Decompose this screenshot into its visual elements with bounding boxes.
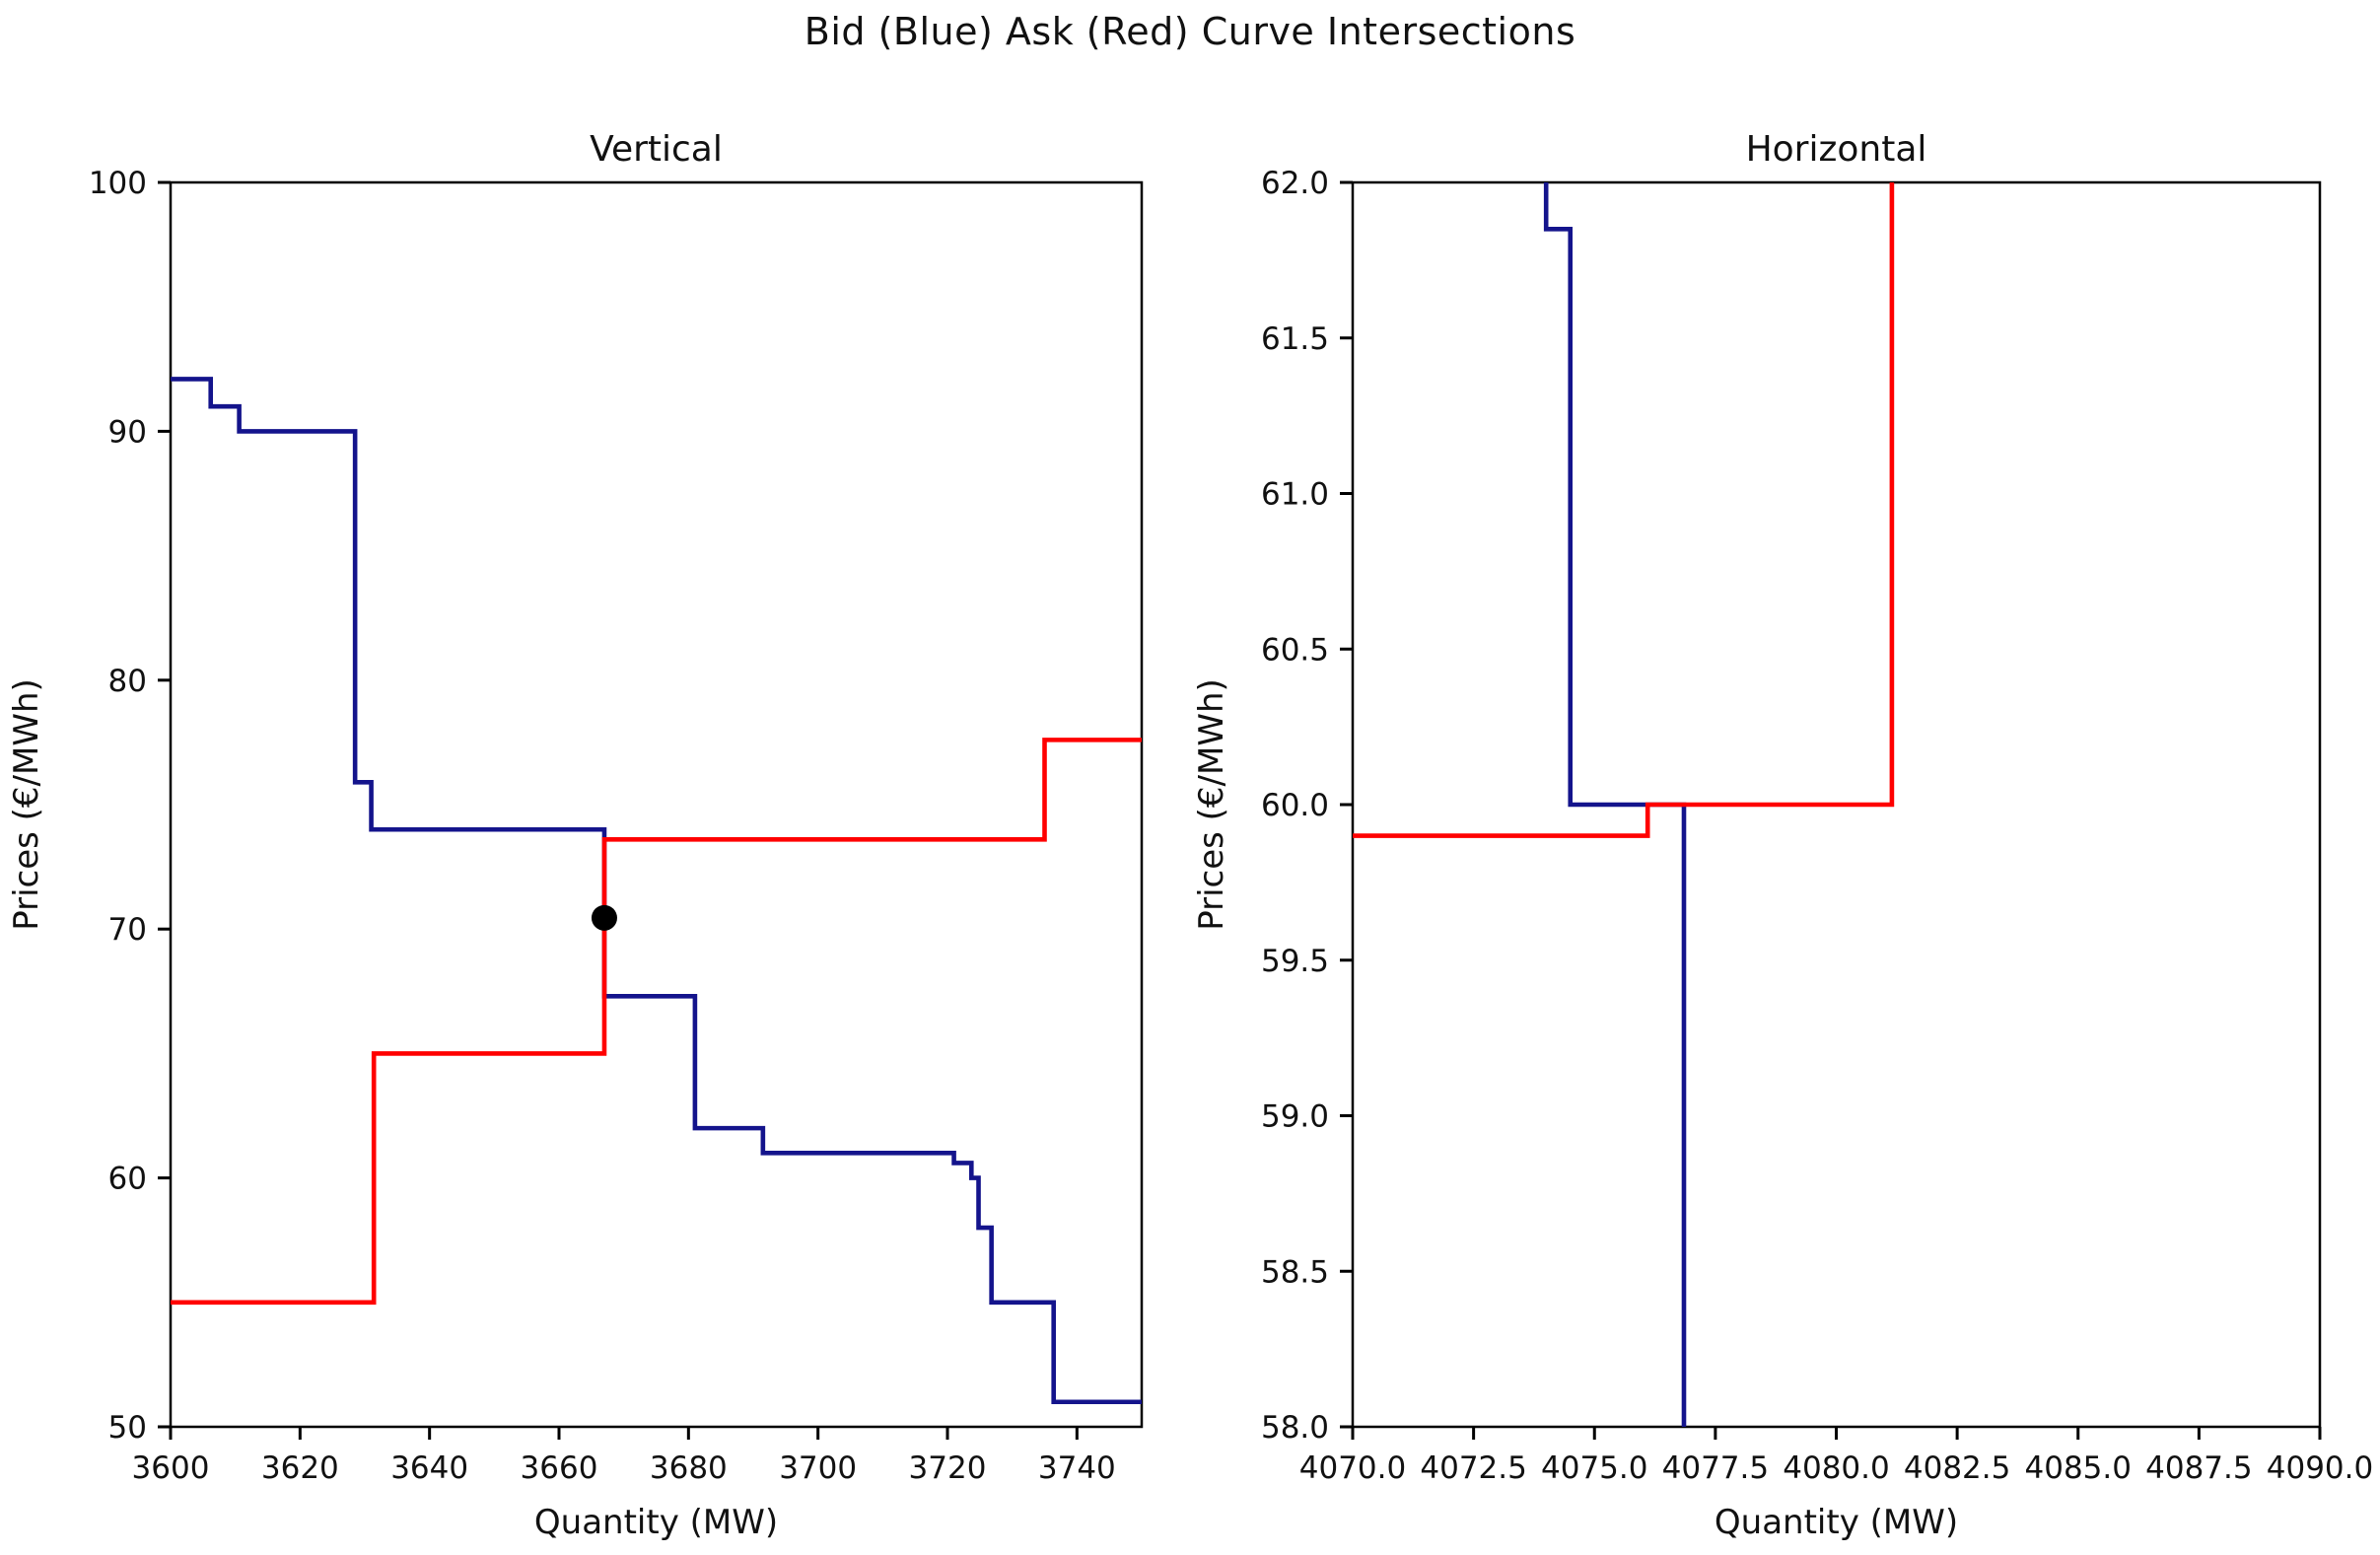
- x-tick-label: 3620: [261, 1450, 339, 1486]
- y-tick-label: 100: [89, 166, 147, 201]
- y-tick-label: 90: [108, 414, 147, 450]
- subplot-title: Vertical: [590, 129, 723, 170]
- figure-suptitle: Bid (Blue) Ask (Red) Curve Intersections: [804, 10, 1576, 53]
- x-tick-label: 4082.5: [1904, 1450, 2010, 1486]
- subplot-title: Horizontal: [1746, 129, 1927, 170]
- x-tick-label: 4087.5: [2145, 1450, 2252, 1486]
- bid-curve: [171, 377, 1142, 1405]
- y-tick-label: 60: [108, 1162, 147, 1197]
- x-axis-label: Quantity (MW): [534, 1503, 778, 1542]
- y-tick-label: 59.5: [1261, 944, 1329, 979]
- x-tick-label: 4070.0: [1299, 1450, 1406, 1486]
- axes-spines: [169, 180, 1144, 1429]
- ask-curve: [1353, 182, 1895, 838]
- x-tick-label: 4085.0: [2025, 1450, 2132, 1486]
- y-tick-label: 70: [108, 912, 147, 948]
- x-tick-label: 4077.5: [1662, 1450, 1769, 1486]
- x-tick-label: 4072.5: [1420, 1450, 1526, 1486]
- x-tick-label: 3700: [779, 1450, 857, 1486]
- y-tick-label: 60.0: [1261, 788, 1329, 823]
- y-tick-label: 61.5: [1261, 321, 1329, 357]
- y-tick-label: 59.0: [1261, 1099, 1329, 1135]
- x-tick-label: 4075.0: [1541, 1450, 1647, 1486]
- y-tick-label: 58.0: [1261, 1410, 1329, 1446]
- x-tick-label: 4090.0: [2267, 1450, 2373, 1486]
- x-tick-label: 3680: [650, 1450, 728, 1486]
- bid-curve: [1543, 182, 1687, 1427]
- intersection-dot: [591, 904, 617, 931]
- x-tick-label: 3600: [132, 1450, 210, 1486]
- x-tick-label: 3640: [390, 1450, 468, 1486]
- y-axis-label: Prices (€/MWh): [1192, 678, 1231, 931]
- y-tick-label: 61.0: [1261, 477, 1329, 513]
- x-tick-label: 3720: [909, 1450, 987, 1486]
- y-axis-label: Prices (€/MWh): [7, 678, 46, 931]
- x-axis-label: Quantity (MW): [1715, 1503, 1958, 1542]
- y-tick-label: 58.5: [1261, 1254, 1329, 1290]
- x-tick-label: 3660: [521, 1450, 598, 1486]
- ask-curve: [171, 738, 1142, 1306]
- y-tick-label: 60.5: [1261, 632, 1329, 668]
- x-tick-label: 4080.0: [1783, 1450, 1889, 1486]
- x-tick-label: 3740: [1038, 1450, 1116, 1486]
- y-tick-label: 62.0: [1261, 166, 1329, 201]
- y-tick-label: 50: [108, 1410, 147, 1446]
- y-tick-label: 80: [108, 664, 147, 699]
